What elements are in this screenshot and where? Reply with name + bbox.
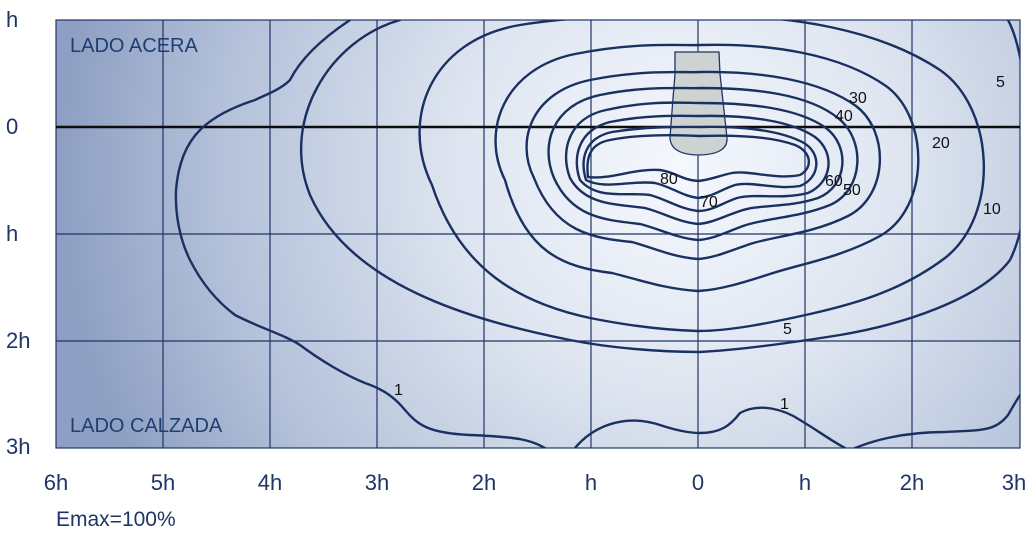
- contour-5: [299, 20, 1020, 354]
- contour-label: 70: [700, 194, 718, 211]
- contour-label: 80: [660, 171, 678, 188]
- contour-label: 20: [932, 135, 950, 152]
- x-tick-label: h: [798, 470, 812, 495]
- contour-label: 10: [983, 201, 1001, 218]
- contour-label: 40: [835, 108, 853, 125]
- contour-1-upper: [174, 20, 547, 448]
- emax-note: Emax=100%: [56, 508, 176, 531]
- contour-label: 5: [783, 321, 792, 338]
- contour-label: 30: [849, 90, 867, 107]
- x-tick-label: 3h: [364, 470, 390, 495]
- contour-label: 60: [825, 173, 843, 190]
- contour-40: [547, 86, 859, 242]
- x-tick-label: 2h: [471, 470, 497, 495]
- y-tick-label: h: [6, 221, 19, 246]
- region-label-roadway: LADO CALZADA: [70, 415, 223, 437]
- x-tick-label: 6h: [43, 470, 69, 495]
- isolux-contours: [174, 20, 1020, 448]
- contour-label: 5: [996, 74, 1005, 91]
- x-tick-label: 3h: [1001, 470, 1027, 495]
- contour-label: 1: [780, 396, 789, 413]
- x-tick-label: 4h: [257, 470, 283, 495]
- contour-50: [564, 101, 844, 226]
- contour-label: 1: [394, 382, 403, 399]
- contour-10: [418, 20, 985, 333]
- y-tick-label: 2h: [6, 328, 31, 353]
- contour-70: [582, 125, 818, 200]
- x-tick-label: 0: [691, 470, 705, 495]
- x-tick-label: 5h: [150, 470, 176, 495]
- contour-30: [525, 70, 882, 261]
- contour-label: 50: [843, 182, 861, 199]
- x-tick-label: h: [584, 470, 598, 495]
- contour-80: [586, 134, 810, 183]
- contour-1-lower-right: [853, 393, 1020, 448]
- contour-60: [575, 114, 830, 213]
- contour-1-lower: [573, 406, 847, 448]
- contour-labels: 80 70 60 50 40 30 20 10 5 5 1 1: [394, 74, 1005, 413]
- y-tick-label: h: [6, 7, 19, 32]
- region-label-sidewalk: LADO ACERA: [70, 35, 198, 57]
- y-tick-label: 0: [6, 114, 19, 139]
- y-tick-label: 3h: [6, 434, 31, 459]
- contour-20: [494, 43, 920, 293]
- x-tick-label: 2h: [899, 470, 925, 495]
